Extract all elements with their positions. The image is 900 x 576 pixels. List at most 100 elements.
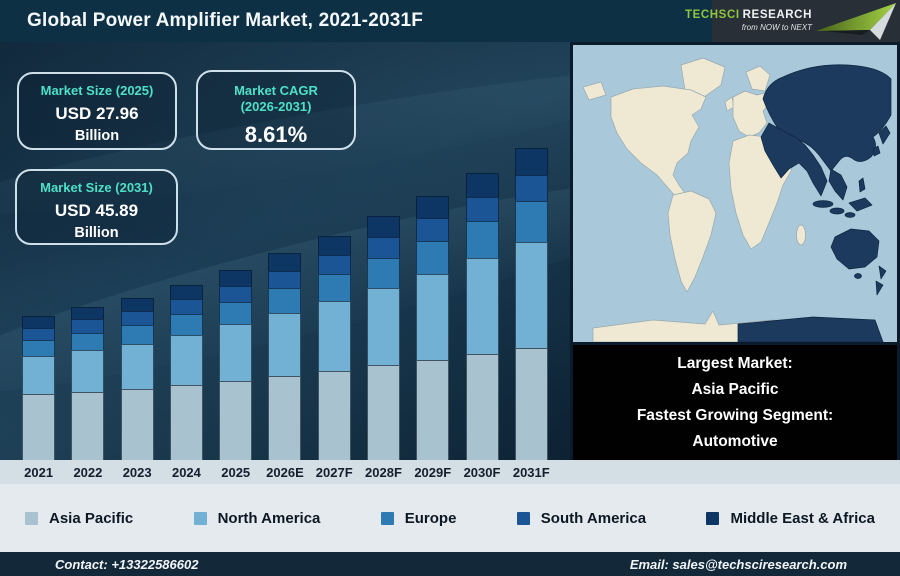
stacked-bar-2025 xyxy=(219,269,253,460)
legend-item-asia-pacific: Asia Pacific xyxy=(25,510,133,527)
bar-segment-europe xyxy=(219,302,253,325)
bar-segment-north-america xyxy=(120,343,154,389)
bar-segment-europe xyxy=(71,332,105,350)
bar-segment-north-america xyxy=(317,301,351,371)
bar-segment-south-america xyxy=(22,327,56,341)
chart-panel: Market Size (2025) USD 27.96 Billion Mar… xyxy=(0,42,570,460)
market-size-2031-label: Market Size (2031) xyxy=(40,180,153,195)
bar-segment-middle-east-africa xyxy=(465,172,499,198)
callout-line-1: Largest Market: xyxy=(677,354,793,372)
bar-segment-europe xyxy=(169,314,203,335)
stacked-bar-2031F xyxy=(514,148,548,460)
bar-segment-europe xyxy=(268,288,302,314)
bar-column-2023 xyxy=(113,125,162,460)
bar-segment-south-america xyxy=(366,237,400,258)
bar-segment-north-america xyxy=(366,287,400,366)
bar-segment-asia-pacific xyxy=(366,365,400,460)
logo-arrow-icon xyxy=(816,3,896,40)
header-bar: Global Power Amplifier Market, 2021-2031… xyxy=(0,0,900,42)
bar-segment-europe xyxy=(22,340,56,357)
x-axis-label-2028F: 2028F xyxy=(365,464,402,480)
market-cagr-label: Market CAGR (2026-2031) xyxy=(234,83,318,115)
stacked-bar-2030F xyxy=(465,172,499,460)
world-map-svg xyxy=(573,45,897,343)
market-size-2025-unit: Billion xyxy=(74,128,120,145)
bar-segment-middle-east-africa xyxy=(317,236,351,255)
bar-column-2026E xyxy=(260,125,309,460)
footer-bar: Contact: +13322586602 Email: sales@techs… xyxy=(0,552,900,576)
bar-segment-middle-east-africa xyxy=(268,253,302,271)
bar-segment-asia-pacific xyxy=(514,347,548,460)
contact-phone: Contact: +13322586602 xyxy=(55,556,199,572)
stacked-bar-2021 xyxy=(22,315,56,460)
bar-segment-europe xyxy=(465,221,499,259)
logo-tagline: from NOW to NEXT xyxy=(741,23,812,33)
callout-line-3: Fastest Growing Segment: xyxy=(636,406,834,424)
bar-segment-south-america xyxy=(317,254,351,274)
legend-label: Middle East & Africa xyxy=(730,509,875,527)
logo-brand-secondary: Research xyxy=(742,8,812,21)
bar-column-2025 xyxy=(211,125,260,460)
bar-segment-europe xyxy=(120,325,154,344)
logo-text: TechSci Research from NOW to NEXT xyxy=(685,8,812,33)
callout-line-4: Automotive xyxy=(692,432,778,450)
contact-email: Email: sales@techsciresearch.com xyxy=(629,556,847,572)
bar-column-2028F xyxy=(359,125,408,460)
bar-column-2024 xyxy=(162,125,211,460)
stacked-bar-2026E xyxy=(268,253,302,460)
stacked-bar-2028F xyxy=(366,216,400,460)
bar-segment-europe xyxy=(416,240,450,274)
x-axis-label-2023: 2023 xyxy=(122,464,152,480)
market-size-2031-box: Market Size (2031) USD 45.89 Billion xyxy=(15,169,178,245)
legend-item-south-america: South America xyxy=(516,509,647,527)
market-size-2031-value: USD 45.89 xyxy=(54,201,139,221)
callout-line-2: Asia Pacific xyxy=(691,380,779,398)
bar-segment-south-america xyxy=(219,285,253,303)
stacked-bar-chart xyxy=(14,125,556,460)
bar-segment-north-america xyxy=(219,324,253,381)
stacked-bar-2024 xyxy=(169,284,203,460)
bar-segment-asia-pacific xyxy=(169,385,203,460)
page-title: Global Power Amplifier Market, 2021-2031… xyxy=(27,10,424,31)
bar-segment-north-america xyxy=(22,356,56,395)
x-axis-label-2027F: 2027F xyxy=(315,464,353,480)
x-axis-label-2031F: 2031F xyxy=(512,464,550,480)
bar-segment-asia-pacific xyxy=(22,394,56,460)
bar-column-2031F xyxy=(507,125,556,460)
bar-segment-middle-east-africa xyxy=(22,315,56,328)
x-axis-label-2022: 2022 xyxy=(73,464,103,480)
legend-swatch-icon xyxy=(380,511,394,525)
bar-segment-south-america xyxy=(465,197,499,222)
techsci-logo: TechSci Research from NOW to NEXT xyxy=(685,0,900,42)
x-axis-label-2024: 2024 xyxy=(171,464,201,480)
bar-segment-north-america xyxy=(71,349,105,392)
logo-brand: TechSci Research xyxy=(685,8,812,22)
legend-item-north-america: North America xyxy=(193,510,320,527)
legend-label: South America xyxy=(540,509,647,527)
x-axis-label-2025: 2025 xyxy=(221,464,251,480)
bar-segment-middle-east-africa xyxy=(219,269,253,286)
legend-label: Asia Pacific xyxy=(49,509,134,527)
bar-segment-middle-east-africa xyxy=(71,307,105,320)
bar-segment-north-america xyxy=(416,273,450,360)
market-cagr-value: 8.61% xyxy=(244,121,308,147)
stacked-bar-2023 xyxy=(120,297,154,460)
bar-column-2021 xyxy=(14,125,63,460)
x-axis-label-2021: 2021 xyxy=(24,464,54,480)
x-axis-label-2026E: 2026E xyxy=(266,464,304,480)
market-size-2031-unit: Billion xyxy=(74,225,119,242)
legend-label: Europe xyxy=(404,509,457,527)
bar-segment-europe xyxy=(514,201,548,242)
x-axis-labels: 2021 2022 2023 2024 2025 2026E 2027F 2028F 2029F… xyxy=(14,460,556,484)
bar-segment-south-america xyxy=(169,299,203,315)
stacked-bar-2029F xyxy=(416,195,450,460)
bar-segment-south-america xyxy=(71,319,105,333)
bar-column-2022 xyxy=(63,125,112,460)
bar-segment-asia-pacific xyxy=(465,353,499,460)
x-axis-label-2030F: 2030F xyxy=(463,464,501,480)
bar-segment-middle-east-africa xyxy=(169,284,203,300)
bottom-band: 2021 2022 2023 2024 2025 2026E 2027F 2028F 2029F… xyxy=(0,460,900,552)
bar-segment-north-america xyxy=(465,258,499,354)
bar-segment-middle-east-africa xyxy=(416,195,450,219)
